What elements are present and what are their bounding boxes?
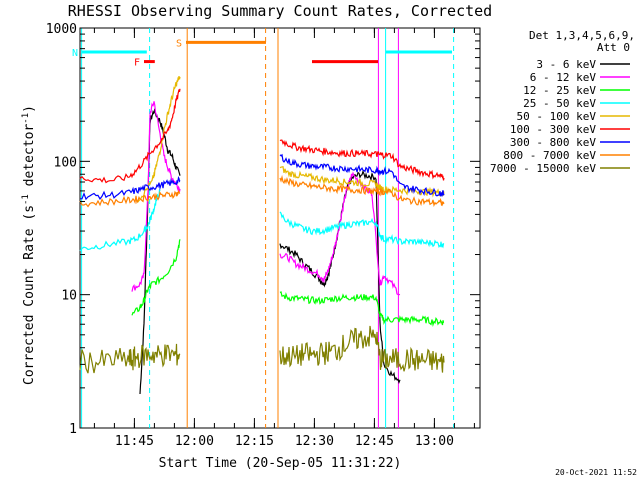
legend-label-7: 800 - 7000 keV [503, 149, 596, 162]
flag-label-F: F [134, 58, 140, 69]
flag-bars: F N S [72, 38, 452, 69]
y-label-main: Corrected Count Rate (s [22, 205, 37, 385]
x-tick-label-5: 13:00 [415, 434, 454, 449]
y-label-end: ) [22, 105, 37, 113]
axes: 1 10 100 1000 11:45 12:00 12:15 12:30 12:45 13:00 [46, 22, 480, 449]
series-line-6-seg2 [279, 153, 445, 197]
series-line-3-seg1 [79, 189, 161, 252]
chart-title: RHESSI Observing Summary Count Rates, Co… [68, 2, 492, 20]
flag-label-S: S [176, 38, 182, 49]
y-tick-label-0: 1 [69, 422, 77, 437]
series-line-5-seg2 [279, 139, 445, 181]
series-lines [79, 76, 445, 395]
y-tick-label-2: 100 [54, 155, 77, 170]
y-tick-label-1: 10 [61, 289, 77, 304]
series-line-2-seg1 [131, 239, 181, 316]
x-tick-label-0: 11:45 [115, 434, 154, 449]
series-line-1-seg2 [279, 171, 401, 296]
y-label-sup1: -1 [21, 194, 31, 205]
x-tick-label-3: 12:30 [295, 434, 334, 449]
series-line-3-seg2 [279, 211, 445, 249]
legend-label-0: 3 - 6 keV [536, 58, 596, 71]
series-line-7-seg1 [79, 189, 181, 208]
flag-label-N: N [72, 48, 78, 59]
y-label-sup2: -1 [21, 113, 31, 124]
series-line-4-seg2 [279, 165, 445, 198]
series-line-0-seg1 [139, 108, 181, 395]
vertical-markers [81, 28, 455, 428]
series-line-2-seg2 [279, 291, 445, 327]
x-tick-label-4: 12:45 [355, 434, 394, 449]
series-line-5-seg1 [79, 88, 181, 184]
series-line-8-seg1 [79, 343, 181, 374]
legend-label-8: 7000 - 15000 keV [490, 162, 596, 175]
series-line-7-seg2 [279, 174, 445, 208]
y-axis-label: Corrected Count Rate (s-1 detector-1) [21, 105, 37, 385]
plot-frame [79, 27, 481, 429]
legend-header-line1: Det 1,3,4,5,6,9, [529, 29, 635, 42]
generation-timestamp: 20-Oct-2021 11:52 [555, 468, 637, 477]
legend-label-5: 100 - 300 keV [510, 123, 596, 136]
y-tick-label-3: 1000 [46, 22, 77, 37]
legend-label-3: 25 - 50 keV [523, 97, 596, 110]
plot-area [79, 27, 481, 429]
legend-label-4: 50 - 100 keV [517, 110, 597, 123]
legend-header-line2: Att 0 [597, 41, 630, 54]
legend-label-1: 6 - 12 keV [530, 71, 597, 84]
series-line-6-seg1 [79, 175, 181, 201]
x-tick-label-2: 12:15 [235, 434, 274, 449]
x-axis-label: Start Time (20-Sep-05 11:31:22) [159, 456, 402, 471]
legend-label-6: 300 - 800 keV [510, 136, 596, 149]
y-label-mid: detector [22, 124, 37, 195]
x-tick-label-1: 12:00 [175, 434, 214, 449]
series-line-8-seg2 [279, 325, 445, 373]
legend-label-2: 12 - 25 keV [523, 84, 596, 97]
